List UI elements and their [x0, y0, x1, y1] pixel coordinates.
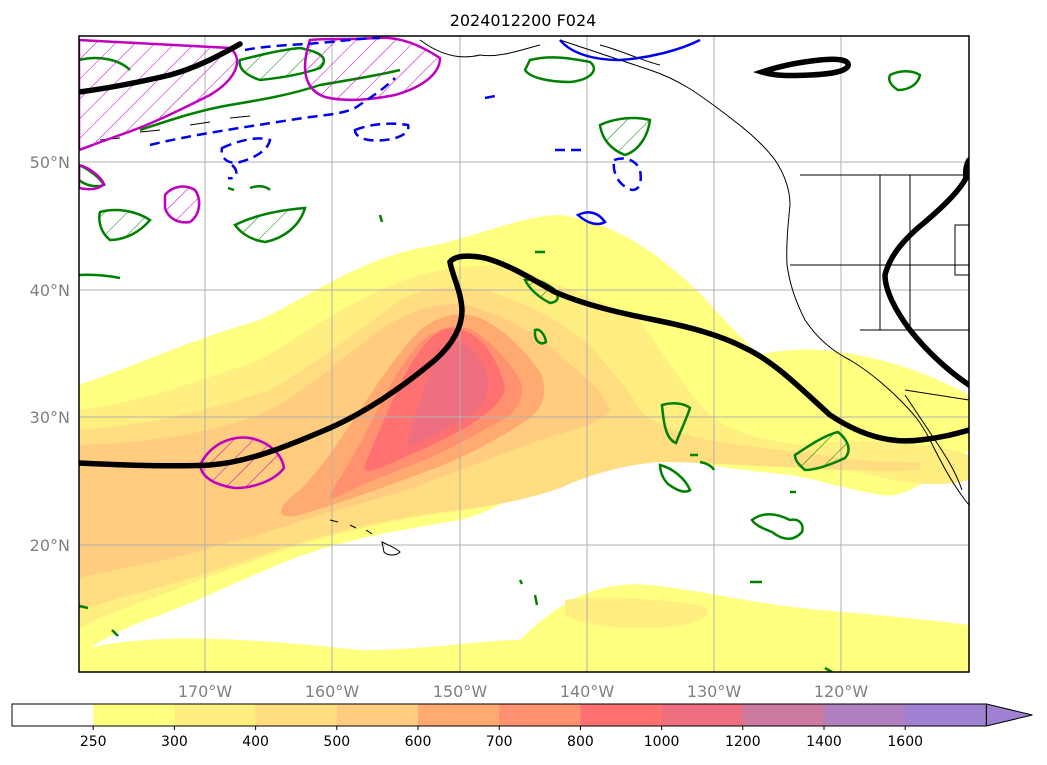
lat-label-50n: 50°N [30, 153, 70, 172]
green-contour [660, 402, 692, 445]
green-contour [79, 250, 833, 672]
blue-contour-dashed [612, 157, 642, 192]
blue-contour-dashed [227, 93, 585, 180]
latitude-labels: 50°N 40°N 30°N 20°N [30, 153, 70, 555]
blue-contour-dashed [220, 137, 272, 164]
jet-contour-closed [752, 56, 851, 79]
lon-label-160w: 160°W [305, 682, 360, 701]
map-title: 2024012200 F024 [450, 11, 597, 30]
green-contours [79, 46, 922, 672]
jet-contour-north [79, 41, 243, 95]
colorbar-segment [824, 704, 906, 726]
green-contour [523, 56, 596, 84]
map-area [79, 36, 969, 672]
colorbar-segment [255, 704, 338, 726]
colorbar-segment [661, 704, 744, 726]
colorbar-segment [174, 704, 257, 726]
colorbar-extend-arrow [985, 703, 1033, 727]
colorbar-tick-label: 500 [323, 734, 350, 750]
ivt-300-south [565, 597, 708, 629]
north-america-coast [559, 39, 969, 506]
colorbar-segment [499, 704, 581, 726]
green-contour [888, 70, 922, 92]
colorbar-segment [12, 704, 94, 726]
colorbar-segment [580, 704, 663, 726]
green-contour [658, 463, 692, 493]
green-contour [793, 430, 850, 472]
green-contour [227, 185, 716, 471]
blue-contours [149, 36, 701, 226]
lon-label-140w: 140°W [560, 682, 615, 701]
lon-label-130w: 130°W [687, 682, 742, 701]
lat-label-30n: 30°N [30, 408, 70, 427]
longitude-labels: 170°W 160°W 150°W 140°W 130°W 120°W [178, 682, 869, 701]
colorbar-tick-label: 1600 [887, 734, 923, 750]
magenta-contour [198, 436, 286, 490]
hawaii-islands [329, 519, 401, 556]
ivt-1000 [406, 341, 488, 447]
magenta-contour [79, 163, 106, 191]
jet-contours [79, 41, 969, 469]
magenta-contour [163, 185, 201, 224]
ivt-250-south [79, 584, 969, 672]
colorbar-segment [93, 704, 175, 726]
colorbar-tick-label: 1000 [644, 734, 680, 750]
jet-contour-east [882, 157, 969, 388]
graticule [79, 36, 969, 672]
colorbar-tick-label: 1400 [806, 734, 842, 750]
blue-contour-dashed [353, 122, 410, 142]
colorbar-tick-label: 800 [567, 734, 594, 750]
green-contour [98, 208, 152, 242]
blue-contour-dashed [244, 36, 381, 52]
colorbar-segment [418, 704, 500, 726]
colorbar-tick-label: 1200 [725, 734, 761, 750]
blue-contour-dashed [149, 77, 396, 147]
colorbar-segment [905, 704, 987, 726]
coastlines [99, 39, 969, 556]
map-frame [78, 35, 970, 673]
lon-label-170w: 170°W [178, 682, 233, 701]
lon-label-150w: 150°W [433, 682, 488, 701]
colorbar-segment [742, 704, 825, 726]
colorbar-tick-label: 400 [242, 734, 269, 750]
jet-contour-main [79, 253, 969, 469]
blue-contour [559, 38, 701, 62]
green-contour [750, 513, 804, 540]
lat-label-40n: 40°N [30, 281, 70, 300]
alaska-coast [419, 39, 661, 66]
colorbar-tick-label: 600 [405, 734, 432, 750]
colorbar-tick-label: 250 [80, 734, 107, 750]
green-contour [233, 206, 307, 244]
colorbar-tick-label: 700 [486, 734, 513, 750]
lat-label-20n: 20°N [30, 536, 70, 555]
blue-contour [575, 211, 607, 226]
green-contour [598, 116, 652, 157]
colorbar-segment [336, 704, 419, 726]
lon-label-120w: 120°W [814, 682, 869, 701]
state-borders [790, 175, 969, 331]
us-mexico-border [904, 389, 969, 401]
colorbar-tick-label: 300 [161, 734, 188, 750]
magenta-contour [303, 36, 442, 102]
colorbar: 250 300 400 500 600 700 800 1000 1200 1400 1600 [11, 703, 1033, 750]
green-contour [533, 328, 548, 345]
